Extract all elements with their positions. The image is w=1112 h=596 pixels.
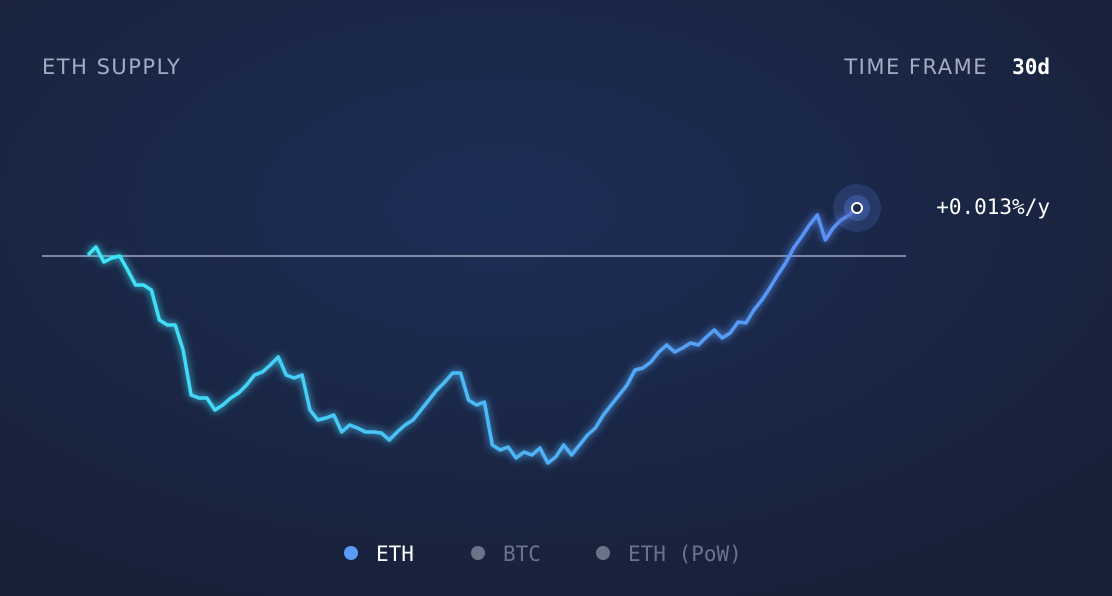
- legend-marker: [344, 546, 358, 560]
- legend-marker: [596, 546, 610, 560]
- legend-marker: [471, 546, 485, 560]
- time-frame-label: TIME FRAME: [843, 55, 988, 79]
- end-point: [851, 202, 863, 214]
- legend-label[interactable]: ETH: [376, 542, 414, 566]
- legend-label[interactable]: BTC: [503, 542, 541, 566]
- rate-label: +0.013%/y: [936, 195, 1050, 219]
- chart-title: ETH SUPPLY: [42, 55, 181, 79]
- eth-line: [86, 206, 859, 465]
- time-frame[interactable]: 30d: [1012, 55, 1050, 79]
- legend-label[interactable]: ETH (PoW): [628, 542, 742, 566]
